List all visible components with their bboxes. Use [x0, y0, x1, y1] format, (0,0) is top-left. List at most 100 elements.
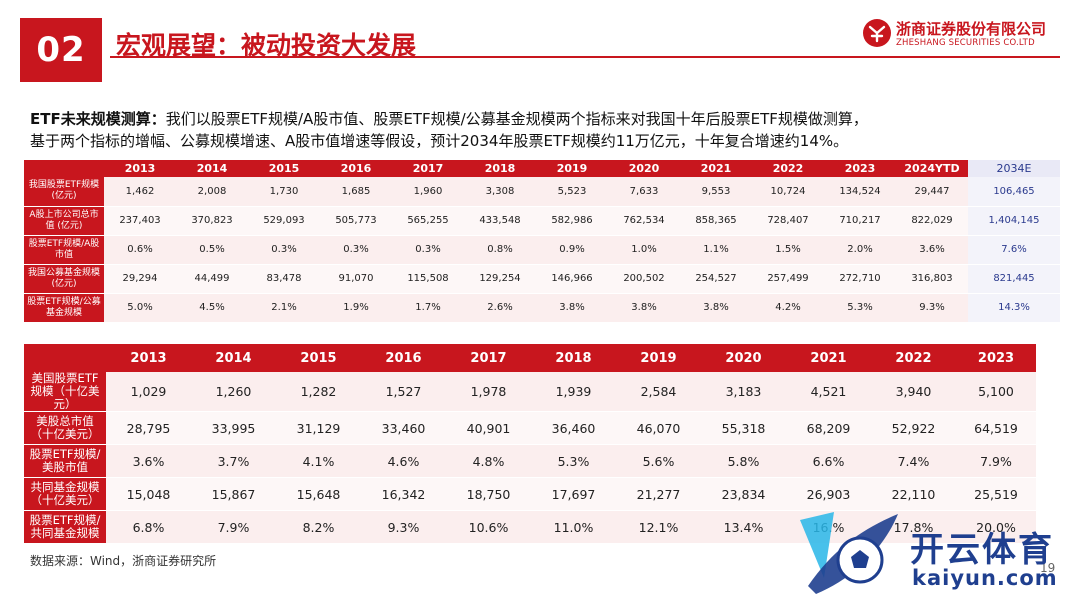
table-cell: 1,260 — [191, 372, 276, 412]
table-cell: 8.2% — [276, 510, 361, 544]
table-row: 股票ETF规模/美股市值 3.6% 3.7% 4.1% 4.6% 4.8% 5.3% 5.6%… — [24, 444, 1036, 478]
row-label: 共同基金规模（十亿美元） — [24, 477, 106, 511]
table-cell: 2.1% — [248, 293, 320, 323]
column-header: 2017 — [446, 344, 531, 372]
table-cell: 83,478 — [248, 264, 320, 294]
table-cell: 200,502 — [608, 264, 680, 294]
table-cell: 15,648 — [276, 477, 361, 511]
table-cell: 1.7% — [392, 293, 464, 323]
table-cell: 7.9% — [956, 444, 1036, 478]
table-cell: 1,404,145 — [968, 206, 1060, 236]
table-cell: 5.3% — [531, 444, 616, 478]
table-cell: 12.1% — [616, 510, 701, 544]
table-cell: 0.3% — [320, 235, 392, 265]
table-cell: 14.3% — [968, 293, 1060, 323]
table-cell: 9.3% — [896, 293, 968, 323]
row-label: 我国公募基金规模 (亿元) — [24, 264, 104, 294]
table-cell: 64,519 — [956, 411, 1036, 445]
table-cell: 505,773 — [320, 206, 392, 236]
table-cell: 25,519 — [956, 477, 1036, 511]
column-header: 2024YTD — [896, 160, 968, 177]
table-cell: 4.6% — [361, 444, 446, 478]
table-cell: 7.9% — [191, 510, 276, 544]
table-row: 美股总市值（十亿美元） 28,795 33,995 31,129 33,460 40,90… — [24, 411, 1036, 445]
table-cell: 11.0% — [531, 510, 616, 544]
column-header: 2019 — [536, 160, 608, 177]
table-cell: 2,008 — [176, 177, 248, 207]
table-cell: 821,445 — [968, 264, 1060, 294]
table-cell: 2,584 — [616, 372, 701, 412]
watermark-text: 开云体育 — [910, 530, 1054, 570]
column-header: 2018 — [464, 160, 536, 177]
logo-text-en: ZHESHANG SECURITIES CO.LTD — [896, 38, 1035, 48]
table-row: 股票ETF规模/公募基金规模 5.0% 4.5% 2.1% 1.9% 1.7% 2.6% 3.… — [24, 293, 1060, 323]
table-cell: 4,521 — [786, 372, 871, 412]
table-cell: 529,093 — [248, 206, 320, 236]
row-label: 股票ETF规模/A股市值 — [24, 235, 104, 265]
table-cell: 1.9% — [320, 293, 392, 323]
page-title: 宏观展望：被动投资大发展 — [116, 31, 417, 60]
table-cell: 0.8% — [464, 235, 536, 265]
zheshang-logo-icon — [863, 19, 891, 47]
column-header: 2023 — [956, 344, 1036, 372]
table-cell: 1,939 — [531, 372, 616, 412]
table-cell: 433,548 — [464, 206, 536, 236]
table-cell: 1,978 — [446, 372, 531, 412]
table-cell: 21,277 — [616, 477, 701, 511]
table-cell: 1.1% — [680, 235, 752, 265]
soccer-ball-icon — [800, 512, 898, 594]
table-row: 股票ETF规模/A股市值 0.6% 0.5% 0.3% 0.3% 0.3% 0.8% 0.9%… — [24, 235, 1060, 265]
table-cell: 6.6% — [786, 444, 871, 478]
table-cell: 5.8% — [701, 444, 786, 478]
table-cell: 2.0% — [824, 235, 896, 265]
table-cell: 5.6% — [616, 444, 701, 478]
table-cell: 3.7% — [191, 444, 276, 478]
table-cell: 3.6% — [106, 444, 191, 478]
column-header: 2013 — [106, 344, 191, 372]
table-row: 我国股票ETF规模(亿元) 1,462 2,008 1,730 1,685 1,960 3,… — [24, 177, 1060, 207]
row-label: 美国股票ETF规模（十亿美元） — [24, 372, 106, 412]
table-cell: 728,407 — [752, 206, 824, 236]
table-cell: 5.0% — [104, 293, 176, 323]
table-row: A股上市公司总市值 (亿元) 237,403 370,823 529,093 505,7… — [24, 206, 1060, 236]
column-header: 2013 — [104, 160, 176, 177]
table-cell: 822,029 — [896, 206, 968, 236]
column-header: 2015 — [276, 344, 361, 372]
column-header: 2020 — [701, 344, 786, 372]
table-cell: 33,995 — [191, 411, 276, 445]
table-cell: 91,070 — [320, 264, 392, 294]
table-cell: 1,527 — [361, 372, 446, 412]
table-cell: 10,724 — [752, 177, 824, 207]
table-cell: 33,460 — [361, 411, 446, 445]
table-cell: 7.4% — [871, 444, 956, 478]
watermark: 开云体育 kaiyun.com — [794, 508, 1064, 598]
column-header: 2019 — [616, 344, 701, 372]
table-cell: 5.3% — [824, 293, 896, 323]
table-cell: 565,255 — [392, 206, 464, 236]
table-cell: 257,499 — [752, 264, 824, 294]
table-cell: 3.8% — [536, 293, 608, 323]
column-header: 2015 — [248, 160, 320, 177]
table-cell: 55,318 — [701, 411, 786, 445]
table-cell: 1,730 — [248, 177, 320, 207]
table-cell: 16,342 — [361, 477, 446, 511]
column-header: 2021 — [786, 344, 871, 372]
table-cell: 0.3% — [248, 235, 320, 265]
header-corner — [24, 160, 104, 177]
page-number: 19 — [1040, 561, 1056, 575]
column-header: 2021 — [680, 160, 752, 177]
table-cell: 17,697 — [531, 477, 616, 511]
table-cell: 146,966 — [536, 264, 608, 294]
watermark-url: kaiyun.com — [912, 566, 1058, 590]
table-cell: 0.6% — [104, 235, 176, 265]
table-cell: 18,750 — [446, 477, 531, 511]
table-cell: 4.5% — [176, 293, 248, 323]
table-cell: 5,523 — [536, 177, 608, 207]
table-cell: 9,553 — [680, 177, 752, 207]
table-cell: 3,940 — [871, 372, 956, 412]
table-cell: 3,183 — [701, 372, 786, 412]
header-divider — [110, 56, 1060, 58]
table-cell: 31,129 — [276, 411, 361, 445]
column-header: 2014 — [176, 160, 248, 177]
intro-line-2: 基于两个指标的增幅、公募规模增速、A股市值增速等假设，预计2034年股票ETF规… — [30, 132, 849, 150]
